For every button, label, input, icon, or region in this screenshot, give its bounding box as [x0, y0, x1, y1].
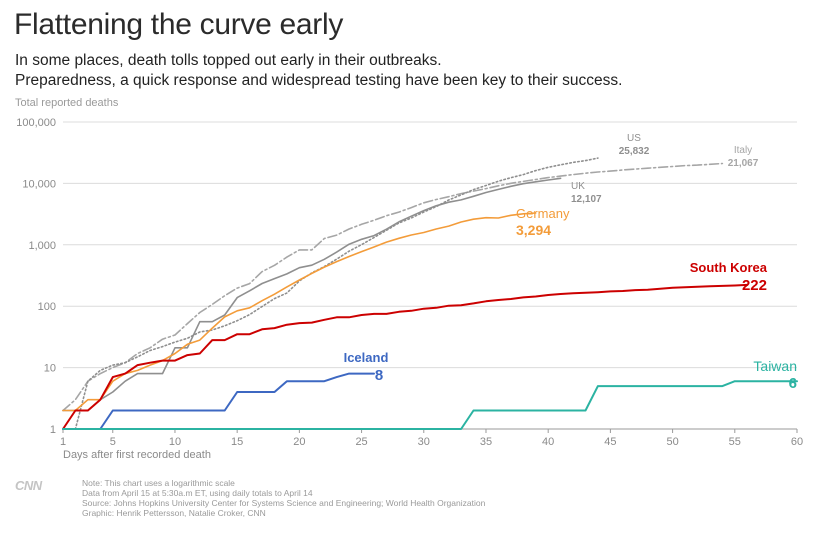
- y-tick-label: 100,000: [16, 117, 56, 129]
- y-tick-label: 100: [38, 301, 56, 313]
- y-tick-label: 1,000: [28, 240, 56, 252]
- source-line: Data from April 15 at 5:30a.m ET, using …: [82, 488, 313, 498]
- series-line-germany: [62, 212, 537, 412]
- series-value-uk: 12,107: [571, 194, 602, 205]
- series-name-us: US: [627, 133, 641, 144]
- series-value-germany: 3,294: [516, 222, 551, 238]
- chart-subtitle-line-2: Preparedness, a quick response and wides…: [15, 72, 623, 89]
- series-name-italy: Italy: [734, 145, 752, 156]
- source-line: Source: Johns Hopkins University Center …: [82, 498, 486, 508]
- series-name-germany: Germany: [516, 206, 570, 221]
- series-value-us: 25,832: [619, 146, 650, 157]
- x-tick-label: 1: [60, 436, 66, 448]
- x-tick-label: 10: [169, 436, 181, 448]
- series-value-iceland: 8: [375, 367, 383, 384]
- chart-notes: Note: This chart uses a logarithmic scal…: [82, 478, 485, 518]
- x-tick-label: 55: [729, 436, 741, 448]
- x-tick-label: 25: [355, 436, 367, 448]
- x-tick-label: 50: [666, 436, 678, 448]
- series-line-taiwan: [62, 380, 798, 430]
- series-line-us: [62, 157, 599, 430]
- cnn-logo: CNN: [15, 478, 42, 493]
- chart-title: Flattening the curve early: [14, 8, 344, 41]
- y-tick-label: 10,000: [22, 178, 56, 190]
- credit-line: Graphic: Henrik Pettersson, Natalie Crok…: [82, 508, 266, 518]
- series-name-taiwan: Taiwan: [753, 358, 797, 374]
- series-name-uk: UK: [571, 181, 585, 192]
- x-tick-label: 20: [293, 436, 305, 448]
- y-axis-label: Total reported deaths: [15, 97, 119, 109]
- series-line-italy: [62, 162, 724, 412]
- x-tick-label: 30: [418, 436, 430, 448]
- series-value-italy: 21,067: [728, 158, 759, 169]
- series-line-south-korea: [62, 283, 749, 430]
- x-tick-label: 5: [110, 436, 116, 448]
- series-name-south-korea: South Korea: [690, 260, 768, 275]
- y-tick-label: 10: [44, 363, 56, 375]
- x-tick-label: 60: [791, 436, 803, 448]
- x-tick-label: 35: [480, 436, 492, 448]
- chart-subtitle-line-1: In some places, death tolls topped out e…: [15, 52, 442, 69]
- series-value-taiwan: 6: [789, 375, 797, 392]
- series-line-iceland: [62, 372, 375, 430]
- x-axis-title: Days after first recorded death: [63, 449, 211, 461]
- x-tick-label: 40: [542, 436, 554, 448]
- x-tick-label: 45: [604, 436, 616, 448]
- y-tick-label: 1: [50, 424, 56, 436]
- series-name-iceland: Iceland: [344, 350, 389, 365]
- series-value-south-korea: 222: [742, 277, 767, 294]
- series-line-uk: [62, 177, 562, 412]
- x-tick-label: 15: [231, 436, 243, 448]
- note-line: Note: This chart uses a logarithmic scal…: [82, 478, 235, 488]
